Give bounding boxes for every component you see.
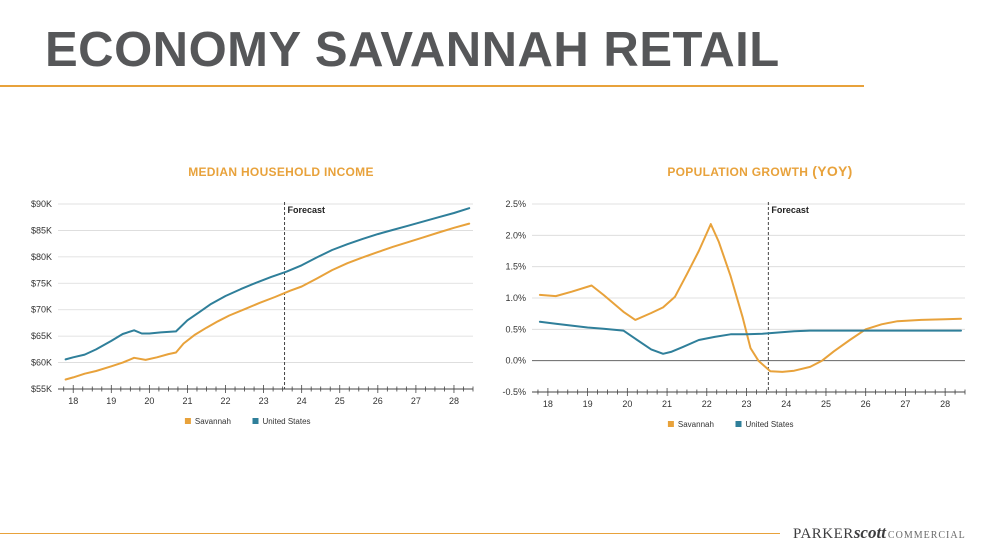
y-tick-label: $55K — [31, 384, 52, 394]
chart-title: MEDIAN HOUSEHOLD INCOME — [188, 165, 374, 179]
x-tick-label: 21 — [662, 399, 672, 409]
x-tick-label: 26 — [861, 399, 871, 409]
y-tick-label: -0.5% — [502, 387, 526, 397]
y-tick-label: $75K — [31, 278, 52, 288]
x-tick-label: 19 — [583, 399, 593, 409]
legend-swatch-savannah — [667, 421, 674, 427]
y-tick-label: $70K — [31, 305, 52, 315]
y-tick-label: $90K — [31, 199, 52, 209]
y-tick-label: 0.0% — [505, 356, 526, 366]
legend-label-united-states: United States — [746, 420, 794, 429]
x-tick-label: 23 — [742, 399, 752, 409]
y-tick-label: 1.5% — [505, 262, 526, 272]
y-tick-label: 1.0% — [505, 293, 526, 303]
chart-title-suffix: (YOY) — [812, 163, 852, 179]
logo-part-commercial: COMMERCIAL — [887, 530, 966, 541]
legend-label-savannah: Savannah — [195, 417, 231, 426]
chart-title-main: POPULATION GROWTH — [667, 165, 808, 179]
x-tick-label: 23 — [259, 396, 269, 406]
y-tick-label: $85K — [31, 225, 52, 235]
x-tick-label: 28 — [449, 396, 459, 406]
x-tick-label: 18 — [68, 396, 78, 406]
x-tick-label: 26 — [373, 396, 383, 406]
x-tick-label: 19 — [106, 396, 116, 406]
series-line-united-states — [64, 207, 471, 361]
footer-divider — [0, 533, 780, 534]
series-line-savannah — [538, 223, 962, 373]
page-title: ECONOMY SAVANNAH RETAIL — [45, 23, 780, 77]
x-tick-label: 25 — [335, 396, 345, 406]
x-tick-label: 25 — [821, 399, 831, 409]
x-tick-label: 24 — [297, 396, 307, 406]
population-growth-chart: POPULATION GROWTH (YOY) -0.5% 0.0% 0.5% 1.0%… — [502, 163, 966, 429]
x-tick-label: 22 — [221, 396, 231, 406]
x-tick-label: 24 — [781, 399, 791, 409]
x-tick-label: 27 — [900, 399, 910, 409]
x-tick-label: 27 — [411, 396, 421, 406]
y-tick-label: 2.0% — [505, 230, 526, 240]
company-logo: PARKERscott COMMERCIAL — [793, 523, 966, 543]
y-tick-label: $60K — [31, 358, 52, 368]
series-line-united-states — [538, 320, 962, 355]
forecast-label: Forecast — [771, 205, 809, 215]
x-tick-label: 20 — [144, 396, 154, 406]
legend-swatch-united-states — [252, 418, 259, 424]
x-tick-label: 20 — [622, 399, 632, 409]
x-tick-label: 22 — [702, 399, 712, 409]
logo-part-scott: scott — [853, 523, 886, 542]
title-divider — [0, 85, 864, 87]
x-tick-label: 21 — [182, 396, 192, 406]
y-tick-label: $65K — [31, 331, 52, 341]
forecast-label: Forecast — [288, 205, 326, 215]
series-line-savannah — [64, 222, 471, 381]
chart-title: POPULATION GROWTH (YOY) — [667, 163, 852, 179]
y-tick-label: 0.5% — [505, 324, 526, 334]
legend-swatch-savannah — [184, 418, 191, 424]
median-household-income-chart: MEDIAN HOUSEHOLD INCOME $55K $60K $65K $70K… — [31, 165, 474, 426]
logo-part-parker: PARKER — [793, 526, 854, 542]
y-tick-label: $80K — [31, 252, 52, 262]
y-tick-label: 2.5% — [505, 199, 526, 209]
x-tick-label: 18 — [543, 399, 553, 409]
legend-swatch-united-states — [735, 421, 742, 427]
legend-label-savannah: Savannah — [678, 420, 714, 429]
x-tick-label: 28 — [940, 399, 950, 409]
legend-label-united-states: United States — [263, 417, 311, 426]
